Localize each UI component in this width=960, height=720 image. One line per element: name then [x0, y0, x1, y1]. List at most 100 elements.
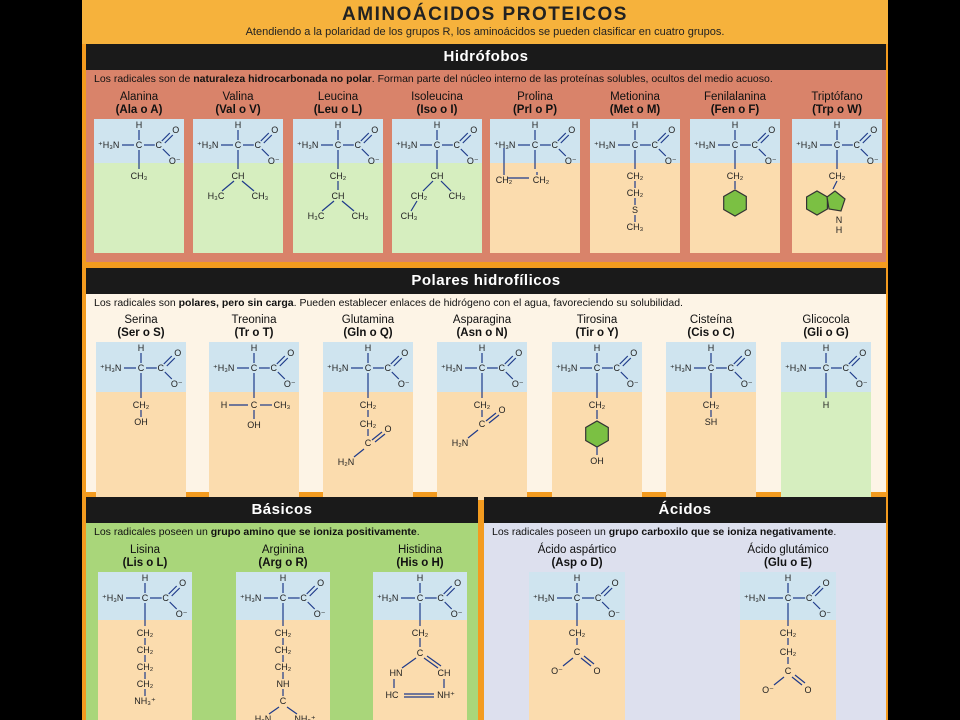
bond: [849, 371, 858, 380]
amino-label: ⁺H₃N: [796, 140, 817, 150]
structure-formula: H⁺H₃N C COO⁻CH₂: [690, 119, 780, 253]
amino-acid-name: Fenilalanina: [703, 91, 766, 103]
amino-acid-abbreviation: (His o H): [396, 557, 444, 569]
atom-label: CH₂: [496, 175, 513, 185]
amino-label: ⁺H₃N: [494, 140, 515, 150]
section-title: Básicos: [86, 497, 478, 523]
alpha-h-label: H: [532, 120, 539, 130]
bond: [263, 134, 273, 144]
alpha-h-label: H: [479, 343, 486, 353]
carbonyl-o-label: O: [668, 125, 675, 135]
alpha-carbon-label: C: [632, 140, 639, 150]
amino-acid-card: Triptófano (Trp o W) H ⁺H₃N C C O O⁻ CH₂ N H: [792, 91, 882, 253]
alpha-h-label: H: [251, 343, 258, 353]
amino-acid-abbreviation: (Gln o Q): [343, 327, 393, 339]
bond: [619, 355, 629, 365]
atom-label: CH₃: [131, 171, 148, 181]
atom-label: H: [823, 400, 830, 410]
alpha-carbon-label: C: [235, 140, 242, 150]
atom-label: CH₂: [627, 171, 644, 181]
atom-label: CH₃: [352, 211, 369, 221]
bond: [423, 657, 439, 669]
atom-label: HN: [390, 668, 403, 678]
structure-formula: H⁺H₃N C COO⁻CH₂ CH₂: [490, 119, 580, 253]
alpha-h-label: H: [235, 120, 242, 130]
section-description: Los radicales poseen un grupo amino que …: [94, 526, 420, 538]
atom-label: CH₂: [533, 175, 550, 185]
amino-acid-abbreviation: (Lis o L): [122, 557, 168, 569]
carbonyl-o-label: O: [870, 125, 877, 135]
bond: [658, 148, 667, 157]
atom-label: C: [280, 696, 287, 706]
atom-label: CH₂: [727, 171, 744, 181]
alpha-h-label: H: [708, 343, 715, 353]
atom-label: CH₂: [137, 662, 154, 672]
bond: [161, 132, 171, 142]
benzene-ring: [723, 189, 747, 217]
side-chain-box: [740, 620, 836, 720]
amino-label: ⁺H₃N: [102, 593, 123, 603]
alpha-h-label: H: [834, 120, 841, 130]
carboxylate-o-label: O⁻: [608, 609, 620, 619]
bond: [241, 180, 255, 192]
amino-acid-card: Valina (Val o V) H ⁺H₃N C C O O⁻ CH H₃C CH₃: [193, 91, 283, 253]
bond: [462, 134, 472, 144]
atom-label: H₂N: [255, 714, 272, 720]
bond: [306, 585, 316, 595]
bond: [860, 148, 869, 157]
section-polares: Polares hidrofílicos Los radicales son p…: [86, 268, 886, 500]
carboxylate-o-label: O⁻: [867, 156, 879, 166]
bond: [353, 448, 365, 458]
bond: [505, 371, 514, 380]
atom-label: C: [365, 438, 372, 448]
atom-label: O: [804, 685, 811, 695]
bond: [443, 585, 453, 595]
carboxylate-o-label: O⁻: [398, 379, 410, 389]
alpha-h-label: H: [574, 573, 581, 583]
alpha-carbon-label: C: [142, 593, 149, 603]
amino-acid-card: Prolina (Prl o P) H ⁺H₃N C C O O⁻ CH₂ CH₂: [490, 91, 580, 253]
atom-label: CH₂: [137, 679, 154, 689]
amino-label: ⁺H₃N: [556, 363, 577, 373]
bond: [164, 134, 174, 144]
indole-pyrrole-ring: [826, 190, 846, 212]
carboxyl-carbon-label: C: [454, 140, 461, 150]
amino-label: ⁺H₃N: [213, 363, 234, 373]
atom-label: NH: [277, 679, 290, 689]
amino-label: ⁺H₃N: [744, 593, 765, 603]
bond: [162, 148, 171, 157]
amino-acid-card: Ácido glutámico (Glu o E) H ⁺H₃N C C O O⁻ CH₂ CH₂…: [740, 544, 836, 720]
amino-label: ⁺H₃N: [533, 593, 554, 603]
atom-label: CH₂: [275, 628, 292, 638]
alpha-carbon-label: C: [434, 140, 441, 150]
bond: [169, 601, 178, 610]
carbonyl-o-label: O: [317, 578, 324, 588]
amino-acid-card: Histidina (His o H) H ⁺H₃N C C O O⁻ CH₂ C HN CH HC NH…: [373, 544, 467, 720]
bond: [391, 371, 400, 380]
atom-label: CH₂: [360, 419, 377, 429]
carbonyl-o-label: O: [823, 578, 830, 588]
amino-acid-card: Serina (Ser o S) H ⁺H₃N C C O O⁻ CH₂ OH: [96, 314, 186, 500]
carboxyl-carbon-label: C: [271, 363, 278, 373]
carboxyl-carbon-label: C: [300, 593, 307, 603]
carboxyl-carbon-label: C: [437, 593, 444, 603]
carbonyl-o-label: O: [568, 125, 575, 135]
bond: [410, 200, 418, 212]
amino-acid-card: Asparagina (Asn o N) H ⁺H₃N C C O O⁻ CH₂ C H₂N O: [437, 314, 527, 500]
amino-acid-card: Treonina (Tr o T) H ⁺H₃N C C O O⁻ H C CH₃ OH: [209, 314, 299, 500]
carboxyl-carbon-label: C: [614, 363, 621, 373]
side-chain-box: [293, 163, 383, 253]
atom-label: CH₂: [133, 400, 150, 410]
amino-acid-card: Glutamina (Gln o Q) H ⁺H₃N C C O O⁻ CH₂ CH₂ C H₂N O: [323, 314, 413, 500]
atom-label: CH₃: [252, 191, 269, 201]
atom-label: CH₂: [411, 191, 428, 201]
alpha-carbon-label: C: [251, 363, 258, 373]
amino-acid-name: Ácido glutámico: [747, 544, 829, 556]
amino-label: ⁺H₃N: [594, 140, 615, 150]
atom-label: NH⁺: [437, 690, 455, 700]
header: AMINOÁCIDOS PROTEICOS Atendiendo a la po…: [82, 0, 888, 44]
